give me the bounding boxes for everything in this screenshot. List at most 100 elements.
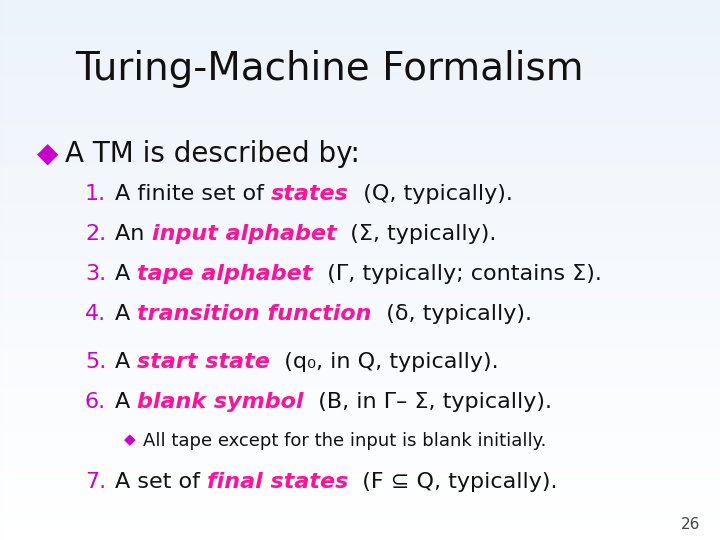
Bar: [0, 103, 720, 104]
Text: blank symbol: blank symbol: [138, 392, 304, 412]
Text: 5.: 5.: [85, 352, 107, 372]
Bar: [0, 161, 720, 162]
Bar: [0, 378, 720, 379]
Bar: [0, 465, 720, 466]
Bar: [0, 75, 720, 76]
Bar: [0, 259, 720, 260]
Bar: [0, 464, 720, 465]
Bar: [0, 84, 720, 85]
Bar: [0, 18, 720, 19]
Bar: [0, 443, 720, 444]
Bar: [0, 4, 720, 5]
Bar: [0, 90, 720, 91]
Bar: [0, 94, 720, 95]
Bar: [0, 53, 720, 54]
Bar: [0, 123, 720, 124]
Bar: [0, 253, 720, 254]
Bar: [0, 469, 720, 470]
Bar: [0, 47, 720, 48]
Bar: [0, 266, 720, 267]
Bar: [0, 254, 720, 255]
Bar: [0, 64, 720, 65]
Bar: [0, 419, 720, 420]
Bar: [0, 425, 720, 426]
Bar: [0, 215, 720, 216]
Bar: [0, 247, 720, 248]
Bar: [0, 197, 720, 198]
Bar: [0, 506, 720, 507]
Bar: [0, 167, 720, 168]
Bar: [0, 504, 720, 505]
Text: A: A: [115, 392, 138, 412]
Bar: [0, 297, 720, 298]
Bar: [0, 187, 720, 188]
Bar: [0, 142, 720, 143]
Bar: [0, 402, 720, 403]
Bar: [0, 483, 720, 484]
Bar: [0, 420, 720, 421]
Bar: [0, 81, 720, 82]
Bar: [0, 354, 720, 355]
Bar: [0, 96, 720, 97]
Text: A finite set of: A finite set of: [115, 184, 271, 204]
Bar: [0, 265, 720, 266]
Bar: [0, 518, 720, 519]
Bar: [0, 159, 720, 160]
Bar: [0, 496, 720, 497]
Bar: [0, 28, 720, 29]
Bar: [0, 205, 720, 206]
Bar: [0, 330, 720, 331]
Bar: [0, 475, 720, 476]
Bar: [0, 145, 720, 146]
Bar: [0, 58, 720, 59]
Bar: [0, 267, 720, 268]
Bar: [0, 390, 720, 391]
Bar: [0, 517, 720, 518]
Bar: [0, 51, 720, 52]
Bar: [0, 179, 720, 180]
Bar: [0, 363, 720, 364]
Bar: [0, 150, 720, 151]
Bar: [0, 246, 720, 247]
Bar: [0, 456, 720, 457]
Bar: [0, 388, 720, 389]
Bar: [0, 89, 720, 90]
Bar: [0, 494, 720, 495]
Bar: [0, 91, 720, 92]
Bar: [0, 214, 720, 215]
Bar: [0, 137, 720, 138]
Bar: [0, 138, 720, 139]
Bar: [0, 131, 720, 132]
Bar: [0, 141, 720, 142]
Bar: [0, 304, 720, 305]
Bar: [0, 155, 720, 156]
Bar: [0, 422, 720, 423]
Bar: [0, 343, 720, 344]
Bar: [0, 463, 720, 464]
Bar: [0, 431, 720, 432]
Bar: [0, 244, 720, 245]
Bar: [0, 439, 720, 440]
Bar: [0, 300, 720, 301]
Bar: [0, 70, 720, 71]
Bar: [0, 12, 720, 13]
Bar: [0, 147, 720, 148]
Bar: [0, 401, 720, 402]
Bar: [0, 245, 720, 246]
Bar: [0, 299, 720, 300]
Bar: [0, 413, 720, 414]
Bar: [0, 60, 720, 61]
Bar: [0, 450, 720, 451]
Bar: [0, 88, 720, 89]
Bar: [0, 344, 720, 345]
Bar: [0, 49, 720, 50]
Bar: [0, 48, 720, 49]
Bar: [0, 239, 720, 240]
Bar: [0, 485, 720, 486]
Bar: [0, 468, 720, 469]
Bar: [0, 392, 720, 393]
Bar: [0, 512, 720, 513]
Bar: [0, 352, 720, 353]
Text: 2.: 2.: [85, 224, 106, 244]
Bar: [0, 86, 720, 87]
